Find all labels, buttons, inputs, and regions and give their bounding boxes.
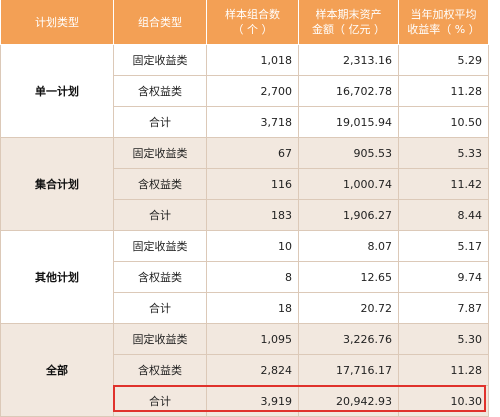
count-cell: 1,018 xyxy=(206,44,299,76)
header-yield: 当年加权平均 收益率（ % ） xyxy=(398,0,489,45)
assets-cell: 20.72 xyxy=(298,292,399,324)
portfolio-type-cell: 固定收益类 xyxy=(113,44,207,76)
header-sample-count-line1: 样本组合数 xyxy=(225,8,280,21)
assets-cell: 19,015.94 xyxy=(298,106,399,138)
portfolio-type-cell: 固定收益类 xyxy=(113,230,207,262)
portfolio-type-cell: 合计 xyxy=(113,106,207,138)
table-row: 合计 183 1,906.27 8.44 xyxy=(1,199,489,231)
assets-cell: 1,000.74 xyxy=(298,168,399,200)
header-yield-line1: 当年加权平均 xyxy=(410,8,477,21)
plan-cell-all: 全部 xyxy=(0,323,114,417)
count-cell: 18 xyxy=(206,292,299,324)
assets-cell: 16,702.78 xyxy=(298,75,399,107)
count-cell: 3,919 xyxy=(206,385,299,417)
header-assets: 样本期末资产 金额（ 亿元 ） xyxy=(298,0,399,45)
yield-cell: 10.30 xyxy=(398,385,489,417)
header-portfolio-type: 组合类型 xyxy=(113,0,207,45)
yield-cell: 11.42 xyxy=(398,168,489,200)
yield-cell: 11.28 xyxy=(398,75,489,107)
count-cell: 183 xyxy=(206,199,299,231)
table-header-row: 计划类型 组合类型 样本组合数 （ 个 ） 样本期末资产 金额（ 亿元 ） 当年… xyxy=(0,0,489,45)
count-cell: 2,824 xyxy=(206,354,299,386)
table-row: 含权益类 2,700 16,702.78 11.28 xyxy=(1,75,489,107)
header-yield-line2: 收益率（ % ） xyxy=(407,23,480,36)
portfolio-type-cell: 固定收益类 xyxy=(113,137,207,169)
header-plan-type-label: 计划类型 xyxy=(35,15,79,29)
assets-cell: 2,313.16 xyxy=(298,44,399,76)
table-row: 全部 固定收益类 1,095 3,226.76 5.30 xyxy=(0,323,489,417)
yield-cell: 10.50 xyxy=(398,106,489,138)
portfolio-type-cell: 含权益类 xyxy=(113,168,207,200)
table-row: 合计 18 20.72 7.87 xyxy=(1,292,489,324)
header-assets-line2: 金额（ 亿元 ） xyxy=(312,23,385,36)
portfolio-type-cell: 含权益类 xyxy=(113,354,207,386)
portfolio-type-cell: 合计 xyxy=(113,385,207,417)
portfolio-type-cell: 含权益类 xyxy=(113,75,207,107)
header-assets-line1: 样本期末资产 xyxy=(315,8,382,21)
assets-cell: 8.07 xyxy=(298,230,399,262)
pension-plan-stats-table: 计划类型 组合类型 样本组合数 （ 个 ） 样本期末资产 金额（ 亿元 ） 当年… xyxy=(0,0,489,417)
assets-cell: 12.65 xyxy=(298,261,399,293)
count-cell: 8 xyxy=(206,261,299,293)
header-plan-type: 计划类型 xyxy=(0,0,114,45)
yield-cell: 7.87 xyxy=(398,292,489,324)
header-sample-count: 样本组合数 （ 个 ） xyxy=(206,0,299,45)
yield-cell: 11.28 xyxy=(398,354,489,386)
portfolio-type-cell: 含权益类 xyxy=(113,261,207,293)
table-row: 其他计划 固定收益类 10 8.07 5.17 xyxy=(0,230,489,324)
yield-cell: 5.29 xyxy=(398,44,489,76)
plan-cell-single: 单一计划 xyxy=(0,44,114,138)
yield-cell: 8.44 xyxy=(398,199,489,231)
yield-cell: 5.30 xyxy=(398,323,489,355)
portfolio-type-cell: 合计 xyxy=(113,199,207,231)
yield-cell: 5.17 xyxy=(398,230,489,262)
count-cell: 67 xyxy=(206,137,299,169)
yield-cell: 5.33 xyxy=(398,137,489,169)
count-cell: 116 xyxy=(206,168,299,200)
yield-cell: 9.74 xyxy=(398,261,489,293)
table-row: 含权益类 2,824 17,716.17 11.28 xyxy=(1,354,489,386)
header-portfolio-type-label: 组合类型 xyxy=(138,15,182,29)
count-cell: 3,718 xyxy=(206,106,299,138)
assets-cell: 3,226.76 xyxy=(298,323,399,355)
assets-cell: 17,716.17 xyxy=(298,354,399,386)
portfolio-type-cell: 合计 xyxy=(113,292,207,324)
header-sample-count-line2: （ 个 ） xyxy=(232,23,273,36)
table-row: 单一计划 固定收益类 1,018 2,313.16 5.29 xyxy=(0,44,489,138)
table-row: 集合计划 固定收益类 67 905.53 5.33 xyxy=(0,137,489,231)
count-cell: 2,700 xyxy=(206,75,299,107)
assets-cell: 1,906.27 xyxy=(298,199,399,231)
plan-cell-other: 其他计划 xyxy=(0,230,114,324)
table-row: 合计 3,718 19,015.94 10.50 xyxy=(1,106,489,138)
count-cell: 10 xyxy=(206,230,299,262)
table-row: 含权益类 116 1,000.74 11.42 xyxy=(1,168,489,200)
portfolio-type-cell: 固定收益类 xyxy=(113,323,207,355)
plan-cell-collective: 集合计划 xyxy=(0,137,114,231)
count-cell: 1,095 xyxy=(206,323,299,355)
assets-cell: 20,942.93 xyxy=(298,385,399,417)
assets-cell: 905.53 xyxy=(298,137,399,169)
